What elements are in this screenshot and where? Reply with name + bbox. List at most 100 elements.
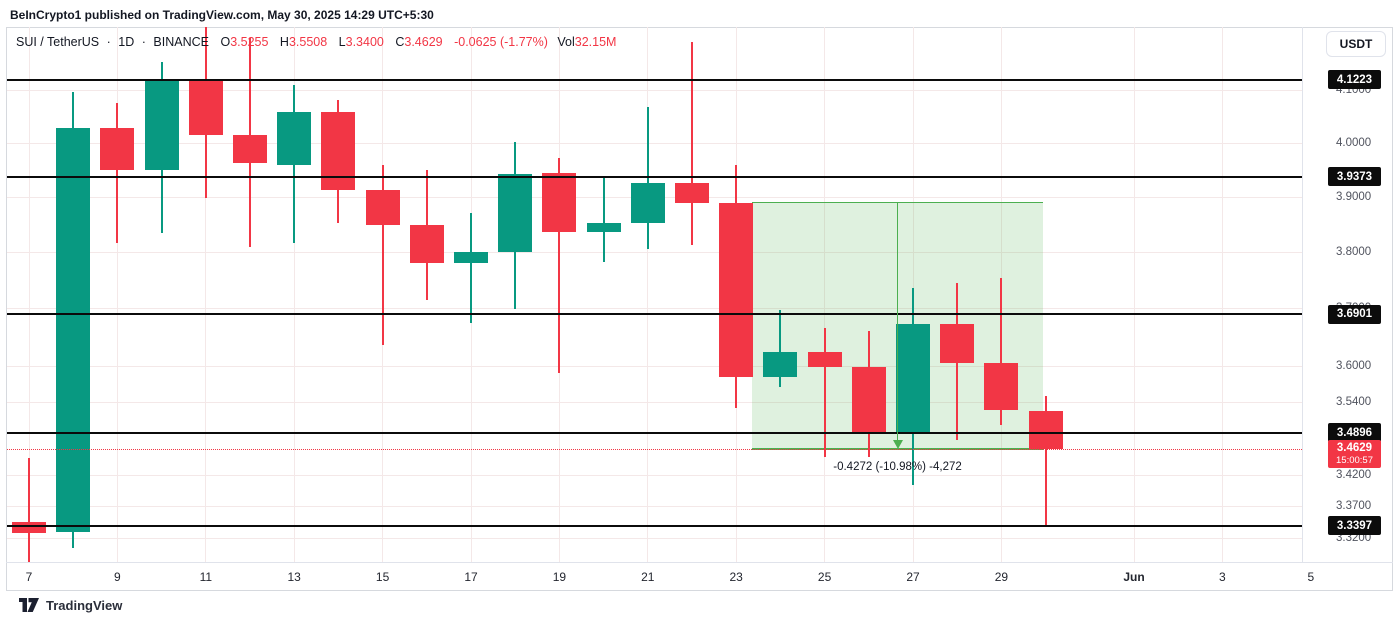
candle-may-24 (763, 352, 798, 377)
candle-wick-may-21 (646, 107, 649, 250)
price-axis-separator (1302, 27, 1303, 562)
date-label-13: 13 (287, 570, 301, 584)
candle-wick-may-22 (691, 41, 693, 246)
candle-may-13 (277, 112, 312, 166)
current-price-badge: 3.4629 15:00:57 (1328, 439, 1381, 468)
candle-may-12 (233, 134, 267, 164)
price-badge-3.9373: 3.9373 (1328, 167, 1381, 187)
horizontal-ray-3.3397[interactable] (7, 524, 1302, 527)
candle-may-20 (586, 223, 621, 233)
candle-may-23 (719, 203, 754, 377)
candle-may-9 (100, 128, 135, 170)
footer: TradingView (18, 597, 122, 613)
candle-may-29 (984, 363, 1019, 411)
current-price-line (7, 449, 1302, 451)
date-label-3: 3 (1219, 570, 1226, 584)
date-label-9: 9 (114, 570, 121, 584)
tradingview-logo-text: TradingView (46, 597, 123, 613)
gridline-horizontal (7, 142, 1302, 144)
price-tick-3.6000: 3.6000 (1336, 360, 1372, 373)
candle-may-7 (12, 522, 46, 534)
candle-may-8 (56, 128, 91, 532)
time-axis[interactable]: 7 9 11 13 15 17 19 21 23 25 27 29 Jun 3 5 (6, 563, 1393, 591)
horizontal-ray-3.4896[interactable] (7, 431, 1302, 434)
symbol-name[interactable]: SUI / TetherUS (16, 35, 100, 49)
candle-wick-may-17 (470, 213, 472, 323)
candle-may-10 (144, 80, 179, 170)
date-label-19: 19 (552, 570, 567, 584)
date-label-15: 15 (375, 570, 390, 584)
volume-pair: Vol32.15M (557, 35, 620, 49)
interval-label[interactable]: 1D (118, 35, 135, 49)
symbol-info-row[interactable]: SUI / TetherUS · 1D · BINANCE O3.5255 H3… (16, 35, 624, 49)
gridline-horizontal (7, 401, 1302, 403)
candle-may-17 (454, 251, 488, 263)
candle-wick-may-15 (381, 165, 384, 346)
gridline-vertical (1133, 27, 1135, 562)
candle-may-14 (321, 112, 356, 190)
horizontal-ray-3.9373[interactable] (7, 175, 1302, 178)
ohlc-close: C3.4629 (395, 35, 446, 49)
low-label: L (338, 35, 346, 49)
gridline-vertical (1221, 27, 1223, 562)
gridline-horizontal (7, 308, 1302, 310)
bar-countdown-timer: 15:00:57 (1336, 454, 1373, 466)
candle-wick-may-25 (823, 328, 826, 457)
candle-wick-may-19 (558, 158, 561, 374)
candle-may-18 (498, 173, 533, 252)
time-axis-separator (6, 562, 1393, 563)
date-label-17: 17 (464, 570, 478, 584)
price-badge-3.6901: 3.6901 (1328, 304, 1381, 324)
candle-wick-may-20 (602, 177, 605, 262)
candle-may-11 (188, 80, 223, 135)
candle-may-27 (896, 324, 930, 434)
gridline-horizontal (7, 251, 1302, 253)
measure-tool-label: -0.4272 (-10.98%) -4,272 (833, 461, 962, 474)
candle-may-26 (851, 366, 886, 434)
high-label: H (279, 35, 289, 49)
gridline-vertical (116, 27, 118, 562)
date-label-21: 21 (641, 570, 655, 584)
gridline-horizontal (7, 537, 1302, 539)
price-tick-3.4200: 3.4200 (1336, 468, 1372, 481)
date-label-5: 5 (1307, 570, 1315, 584)
candle-may-15 (365, 189, 400, 225)
candle-wick-may-30 (1044, 395, 1047, 526)
separator-dot: · (106, 35, 111, 49)
price-badge-3.3397: 3.3397 (1328, 516, 1381, 536)
date-label-11: 11 (199, 570, 213, 584)
price-axis[interactable]: 4.1223 3.9373 3.6901 3.4896 3.3397 4.1000 4.00… (1303, 27, 1393, 562)
candle-wick-may-24 (779, 310, 782, 387)
chart-plot-area[interactable] (7, 27, 1302, 562)
gridline-horizontal (7, 366, 1302, 368)
gridline-vertical (824, 27, 826, 562)
volume-value: 32.15M (574, 35, 617, 49)
currency-toggle-button[interactable]: USDT (1326, 31, 1386, 57)
candle-wick-may-29 (1000, 277, 1003, 426)
price-tick-3.9000: 3.9000 (1336, 190, 1372, 203)
candle-wick-may-7 (28, 458, 30, 562)
current-price-value: 3.4629 (1336, 441, 1373, 454)
horizontal-ray-3.6901[interactable] (7, 313, 1302, 316)
gridline-horizontal (7, 90, 1302, 92)
ohlc-low: L3.3400 (339, 35, 388, 49)
ohlc-high: H3.5508 (280, 35, 331, 49)
attribution-text: BeInCrypto1 published on TradingView.com… (10, 8, 434, 22)
candle-may-16 (409, 224, 444, 263)
price-tick-3.3700: 3.3700 (1336, 500, 1372, 513)
volume-label: Vol (557, 35, 575, 49)
candle-may-21 (630, 182, 665, 224)
price-tick-3.5400: 3.5400 (1336, 395, 1372, 408)
candle-may-30 (1028, 411, 1063, 449)
separator-dot: · (141, 35, 146, 49)
date-label-Jun: Jun (1123, 570, 1145, 584)
horizontal-ray-4.1223[interactable] (7, 78, 1302, 81)
gridline-vertical (647, 27, 649, 562)
candle-may-25 (807, 352, 842, 367)
date-label-29: 29 (994, 570, 1009, 584)
price-badge-4.1223: 4.1223 (1328, 70, 1381, 89)
gridline-vertical (28, 27, 30, 562)
price-tick-3.8000: 3.8000 (1336, 245, 1372, 258)
measure-tool-vline (896, 202, 899, 442)
